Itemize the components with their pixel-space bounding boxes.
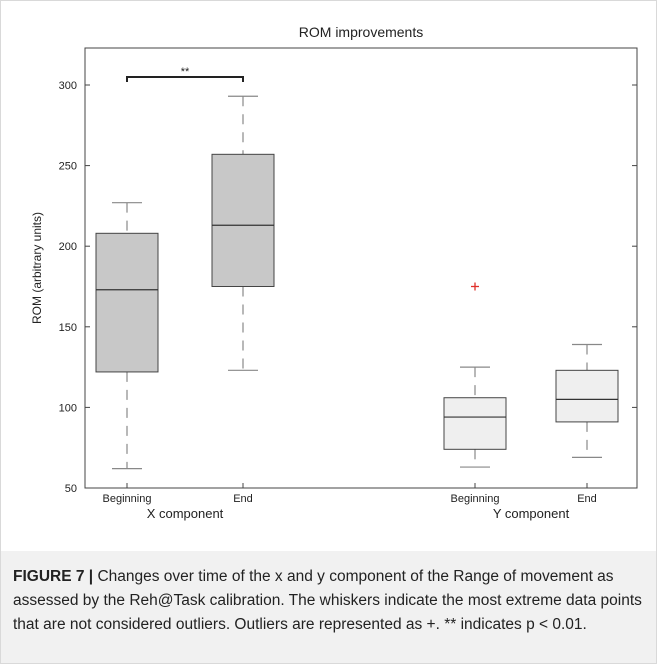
- x-category-label: Beginning: [103, 493, 152, 505]
- chart-title: ROM improvements: [299, 24, 423, 40]
- y-tick-label: 250: [59, 161, 77, 173]
- chart-svg: ROM improvements ROM (arbitrary units) 50 1…: [1, 1, 656, 541]
- y-tick-label: 200: [59, 241, 77, 253]
- plot-frame: [85, 48, 637, 488]
- y-tick-label: 150: [59, 322, 77, 334]
- figure-caption: FIGURE 7 | Changes over time of the x an…: [1, 551, 656, 663]
- x-group-label: X component: [147, 506, 224, 521]
- x-category-label: Beginning: [451, 493, 500, 505]
- x-group-label: Y component: [493, 506, 570, 521]
- box-iqr: [212, 154, 274, 286]
- y-tick-label: 100: [59, 402, 77, 414]
- caption-text: FIGURE 7 | Changes over time of the x an…: [13, 565, 643, 637]
- y-axis-label: ROM (arbitrary units): [30, 212, 44, 324]
- box-iqr: [444, 398, 506, 450]
- x-category-label: End: [233, 493, 253, 505]
- caption-label: FIGURE 7 |: [13, 568, 93, 585]
- box-iqr: [96, 233, 158, 372]
- box-plot-chart: ROM improvements ROM (arbitrary units) 50 1…: [1, 1, 656, 541]
- significance-label: **: [181, 66, 190, 78]
- box-iqr: [556, 370, 618, 422]
- x-category-label: End: [577, 493, 597, 505]
- y-tick-label: 300: [59, 80, 77, 92]
- caption-body: Changes over time of the x and y compone…: [13, 568, 642, 633]
- y-tick-label: 50: [65, 483, 77, 495]
